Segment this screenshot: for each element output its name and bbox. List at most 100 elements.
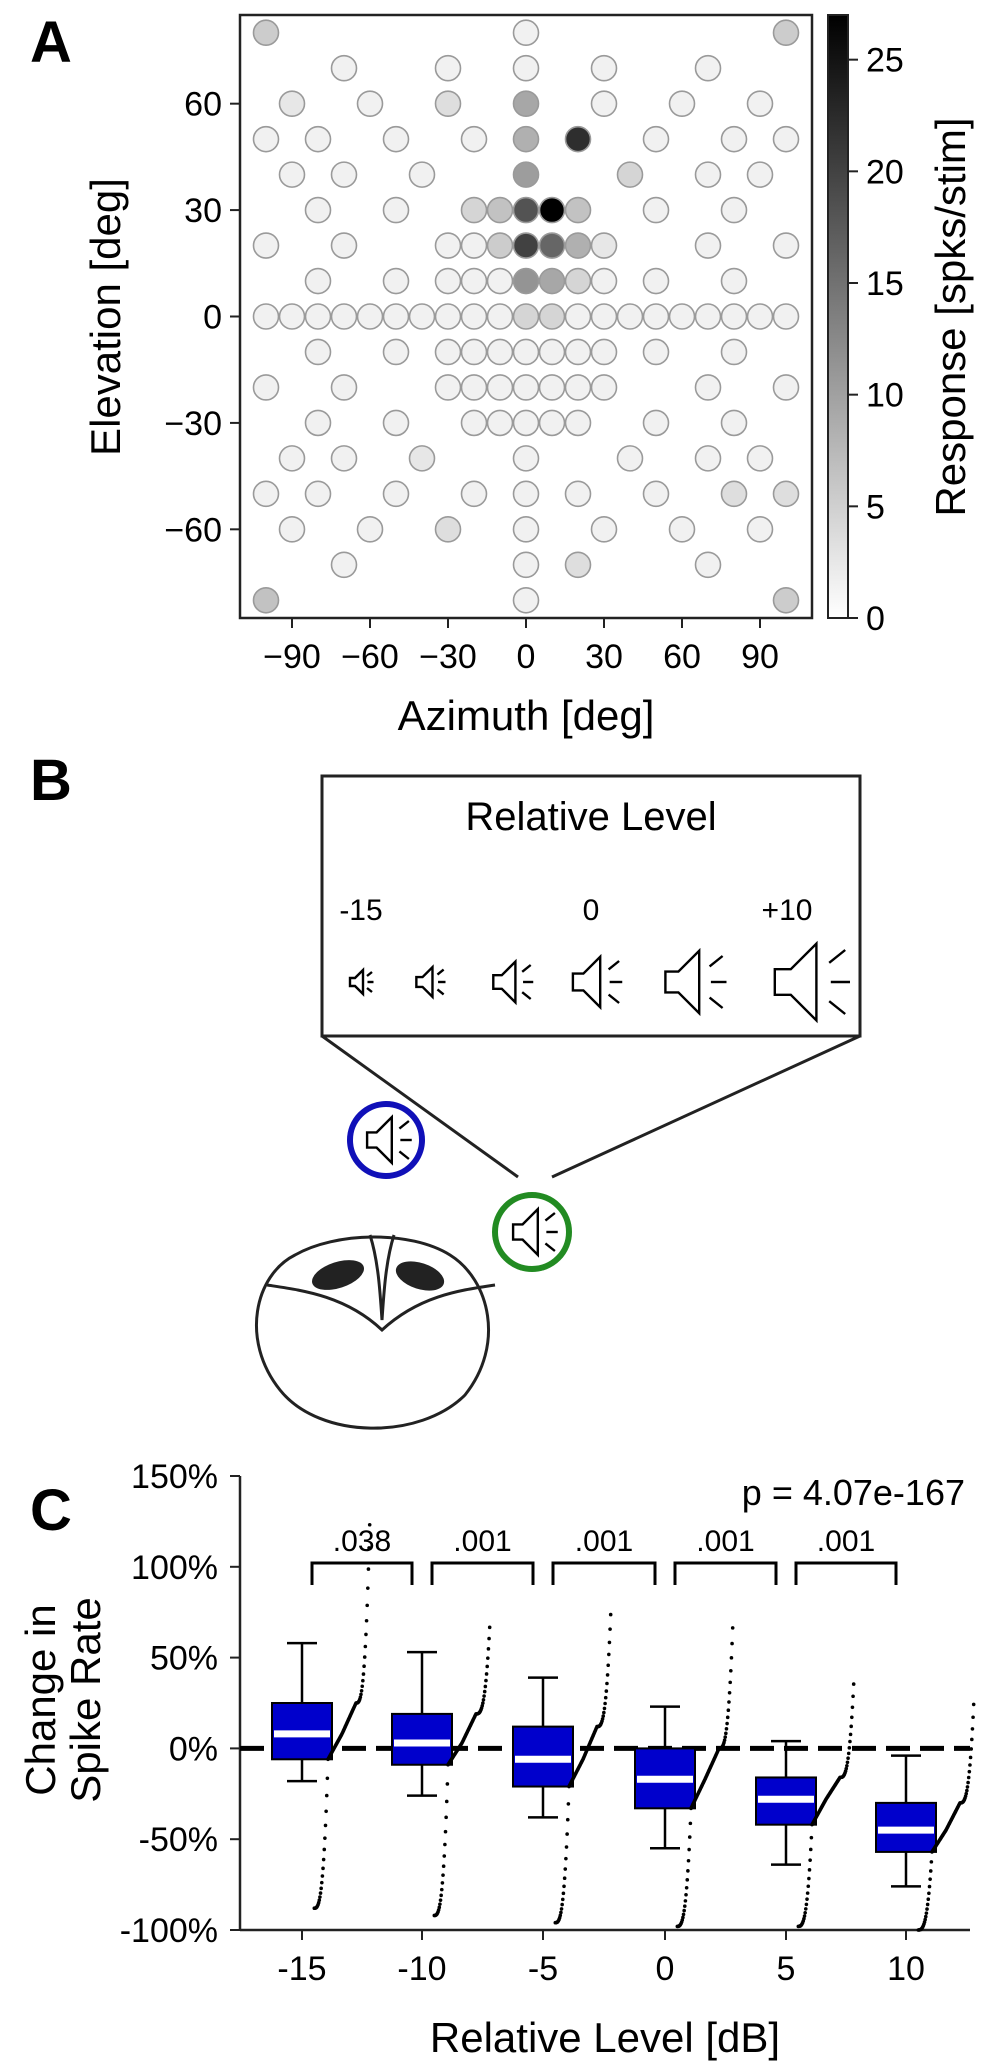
heatmap-point [642, 196, 670, 224]
heatmap-point [616, 303, 644, 330]
cell-point [966, 1780, 970, 1785]
heatmap-point [356, 516, 384, 543]
cell-point [687, 1847, 691, 1852]
cell-point [363, 1644, 368, 1649]
colorbar-tick-label: 0 [866, 600, 885, 638]
owl-left-eye [312, 1260, 364, 1290]
heatmap-point [746, 161, 774, 188]
cell-point [724, 1727, 729, 1731]
cell-point [966, 1775, 971, 1780]
heatmap-point [330, 303, 358, 330]
cell-point [850, 1715, 854, 1720]
heatmap-point [694, 551, 722, 579]
elevation-tick-label: 30 [184, 192, 222, 230]
colorbar: 25 20 15 10 5 0 Response [spks/stim] [827, 14, 974, 638]
heatmap-point [512, 409, 540, 437]
cell-points [432, 1625, 492, 1918]
heatmap-point [538, 303, 566, 330]
box-group [755, 1682, 856, 1929]
heatmap-point [434, 54, 462, 82]
significance-bracket [673, 1561, 778, 1585]
cell-point [929, 1860, 934, 1864]
heatmap-point [538, 374, 566, 401]
level-label-zero: 0 [583, 894, 600, 927]
heatmap-point [772, 303, 800, 330]
heatmap-point [512, 338, 540, 366]
elevation-tick-label: 0 [203, 299, 222, 337]
cell-point [681, 1915, 685, 1920]
azimuth-axis-label: Azimuth [deg] [398, 692, 655, 739]
panel-letter-a: A [30, 10, 72, 75]
cell-point [359, 1688, 364, 1693]
heatmap-point [434, 516, 462, 543]
cell-point [565, 1832, 569, 1836]
green-speaker-ring [492, 1192, 572, 1272]
azimuth-tick-label: 30 [585, 638, 623, 676]
cell-point [361, 1678, 365, 1683]
heatmap-point [252, 374, 280, 401]
speaker-icon [511, 1206, 558, 1258]
cell-point [364, 1632, 368, 1637]
box-group [875, 1702, 976, 1932]
heatmap-point [408, 303, 436, 330]
cell-point [439, 1893, 443, 1898]
box-group [634, 1626, 735, 1929]
cell-point [565, 1817, 570, 1822]
heatmap-point [330, 445, 358, 472]
elevation-tick-label: −30 [164, 405, 222, 443]
heatmap-point [304, 303, 332, 330]
heatmap-point [720, 338, 748, 366]
heatmap-point [720, 196, 748, 224]
heatmap-point [512, 267, 540, 295]
cell-point [324, 1793, 329, 1798]
cell-point [443, 1842, 447, 1847]
cell-point [366, 1567, 371, 1571]
cell-point [566, 1802, 571, 1806]
owl-head-outline [255, 1235, 490, 1430]
p-value-annotation: p = 4.07e-167 [742, 1472, 965, 1513]
heatmap-point [460, 480, 488, 508]
relative-level-diagram: Relative Level -15 0 +10 [255, 774, 862, 1430]
cell-point [927, 1884, 932, 1889]
azimuth-tick-label: 60 [663, 638, 701, 676]
cell-point [485, 1664, 490, 1669]
cell-point [682, 1904, 687, 1908]
elevation-ticks: 60 30 0 −30 −60 [164, 86, 240, 549]
heatmap-point [460, 303, 488, 330]
colorbar-gradient [827, 14, 849, 619]
cell-point [438, 1898, 443, 1902]
cell-point [319, 1880, 324, 1885]
owl-head-icon [255, 1234, 496, 1430]
cell-point [970, 1737, 974, 1742]
cell-points [312, 1522, 372, 1911]
heatmap-point [564, 409, 592, 437]
cell-point [367, 1522, 372, 1527]
heatmap-point [564, 303, 592, 330]
heatmap-point [564, 374, 592, 401]
cell-point [560, 1902, 564, 1907]
heatmap-point [720, 409, 748, 437]
heatmap-point [356, 90, 384, 117]
heatmap-points [252, 19, 800, 614]
cell-point [487, 1636, 491, 1641]
cell-point [968, 1755, 973, 1760]
heatmap-point [538, 338, 566, 366]
heatmap-point [434, 232, 462, 259]
heatmap-point [590, 54, 618, 82]
heatmap-point [642, 125, 670, 153]
c-x-tick-label: 5 [777, 1950, 796, 1988]
heatmap-point [460, 338, 488, 366]
cell-point [486, 1656, 490, 1660]
cell-point [803, 1907, 808, 1911]
heatmap-point [668, 516, 696, 543]
cell-point [324, 1809, 328, 1814]
heatmap-point [590, 516, 618, 543]
heatmap-point [278, 445, 306, 472]
heatmap-point [668, 303, 696, 330]
spike-rate-boxplot: 150% 100% 50% 0% -50% -100% -15 -10 -5 0 5 10 .038… [17, 1458, 976, 2061]
cell-point [729, 1668, 733, 1673]
cell-point [608, 1612, 613, 1617]
cell-point [848, 1739, 852, 1744]
cell-point [559, 1907, 564, 1911]
significance-label: .001 [575, 1525, 633, 1558]
